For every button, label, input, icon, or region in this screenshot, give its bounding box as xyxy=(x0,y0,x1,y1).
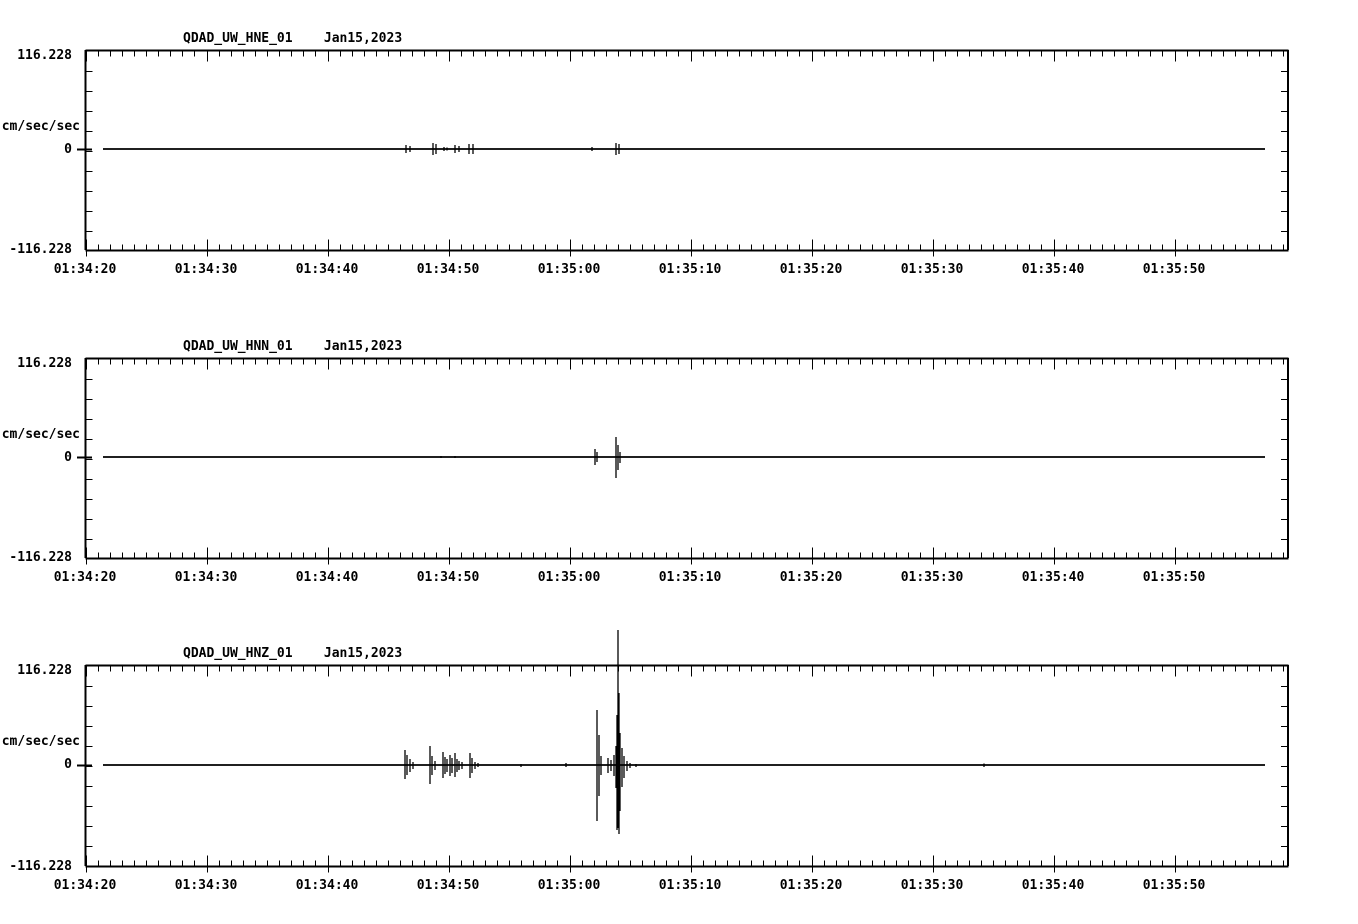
x-tick-label: 01:35:30 xyxy=(900,262,964,277)
y-axis-unit-label-hnz: cm/sec/sec xyxy=(1,734,80,749)
y-axis-min-label-hnn: -116.228 xyxy=(9,550,72,565)
plot-area-hne xyxy=(77,49,1289,257)
x-tick-label: 01:35:50 xyxy=(1142,570,1206,585)
y-axis-max-label-hnz: 116.228 xyxy=(17,663,72,678)
x-tick-label: 01:34:40 xyxy=(295,878,359,893)
x-tick-label: 01:35:40 xyxy=(1021,878,1085,893)
x-tick-label: 01:34:20 xyxy=(53,570,117,585)
y-axis-min-label-hnz: -116.228 xyxy=(9,859,72,874)
y-axis-max-label-hnn: 116.228 xyxy=(17,356,72,371)
x-tick-label: 01:35:50 xyxy=(1142,878,1206,893)
x-tick-label: 01:34:40 xyxy=(295,570,359,585)
x-tick-label: 01:35:10 xyxy=(658,878,722,893)
x-tick-label: 01:34:20 xyxy=(53,878,117,893)
x-tick-label: 01:34:40 xyxy=(295,262,359,277)
x-tick-label: 01:34:30 xyxy=(174,570,238,585)
x-tick-label: 01:35:30 xyxy=(900,570,964,585)
y-axis-unit-label-hnn: cm/sec/sec xyxy=(1,427,80,442)
waveform-spikes-hne xyxy=(405,143,620,155)
x-tick-label: 01:35:20 xyxy=(779,878,843,893)
x-tick-label: 01:35:10 xyxy=(658,262,722,277)
x-tick-label: 01:34:50 xyxy=(416,570,480,585)
x-tick-label: 01:34:30 xyxy=(174,262,238,277)
x-tick-label: 01:35:20 xyxy=(779,262,843,277)
x-tick-label: 01:35:40 xyxy=(1021,570,1085,585)
x-tick-label: 01:35:10 xyxy=(658,570,722,585)
plot-area-hnz xyxy=(77,630,1289,873)
y-axis-min-label-hne: -116.228 xyxy=(9,242,72,257)
x-tick-label: 01:35:30 xyxy=(900,878,964,893)
panel-title-hne: QDAD_UW_HNE_01 Jan15,2023 xyxy=(183,31,403,46)
seismogram-panel-hnn: QDAD_UW_HNN_01 Jan15,2023 116.228 cm/sec… xyxy=(0,308,1358,608)
x-tick-label: 01:35:00 xyxy=(537,878,601,893)
waveform-spikes-hnz xyxy=(404,630,985,834)
y-axis-zero-label-hnn: 0 xyxy=(64,450,72,465)
x-tick-label: 01:35:00 xyxy=(537,262,601,277)
x-tick-label: 01:35:20 xyxy=(779,570,843,585)
x-tick-label: 01:35:50 xyxy=(1142,262,1206,277)
seismogram-panel-hnz: QDAD_UW_HNZ_01 Jan15,2023 116.228 cm/sec… xyxy=(0,615,1358,924)
x-tick-label: 01:34:30 xyxy=(174,878,238,893)
waveform-spikes-hnn xyxy=(440,437,621,478)
x-tick-label: 01:35:00 xyxy=(537,570,601,585)
y-axis-unit-label-hne: cm/sec/sec xyxy=(1,119,80,134)
seismogram-panel-hne: QDAD_UW_HNE_01 Jan15,2023 116.228 cm/sec… xyxy=(0,0,1358,300)
x-tick-label: 01:34:50 xyxy=(416,262,480,277)
x-tick-label: 01:34:50 xyxy=(416,878,480,893)
y-axis-max-label-hne: 116.228 xyxy=(17,48,72,63)
y-axis-zero-label-hnz: 0 xyxy=(64,757,72,772)
panel-title-hnz: QDAD_UW_HNZ_01 Jan15,2023 xyxy=(183,646,403,661)
x-tick-label: 01:34:20 xyxy=(53,262,117,277)
panel-title-hnn: QDAD_UW_HNN_01 Jan15,2023 xyxy=(183,339,403,354)
plot-area-hnn xyxy=(77,357,1289,565)
x-tick-label: 01:35:40 xyxy=(1021,262,1085,277)
y-axis-zero-label-hne: 0 xyxy=(64,142,72,157)
